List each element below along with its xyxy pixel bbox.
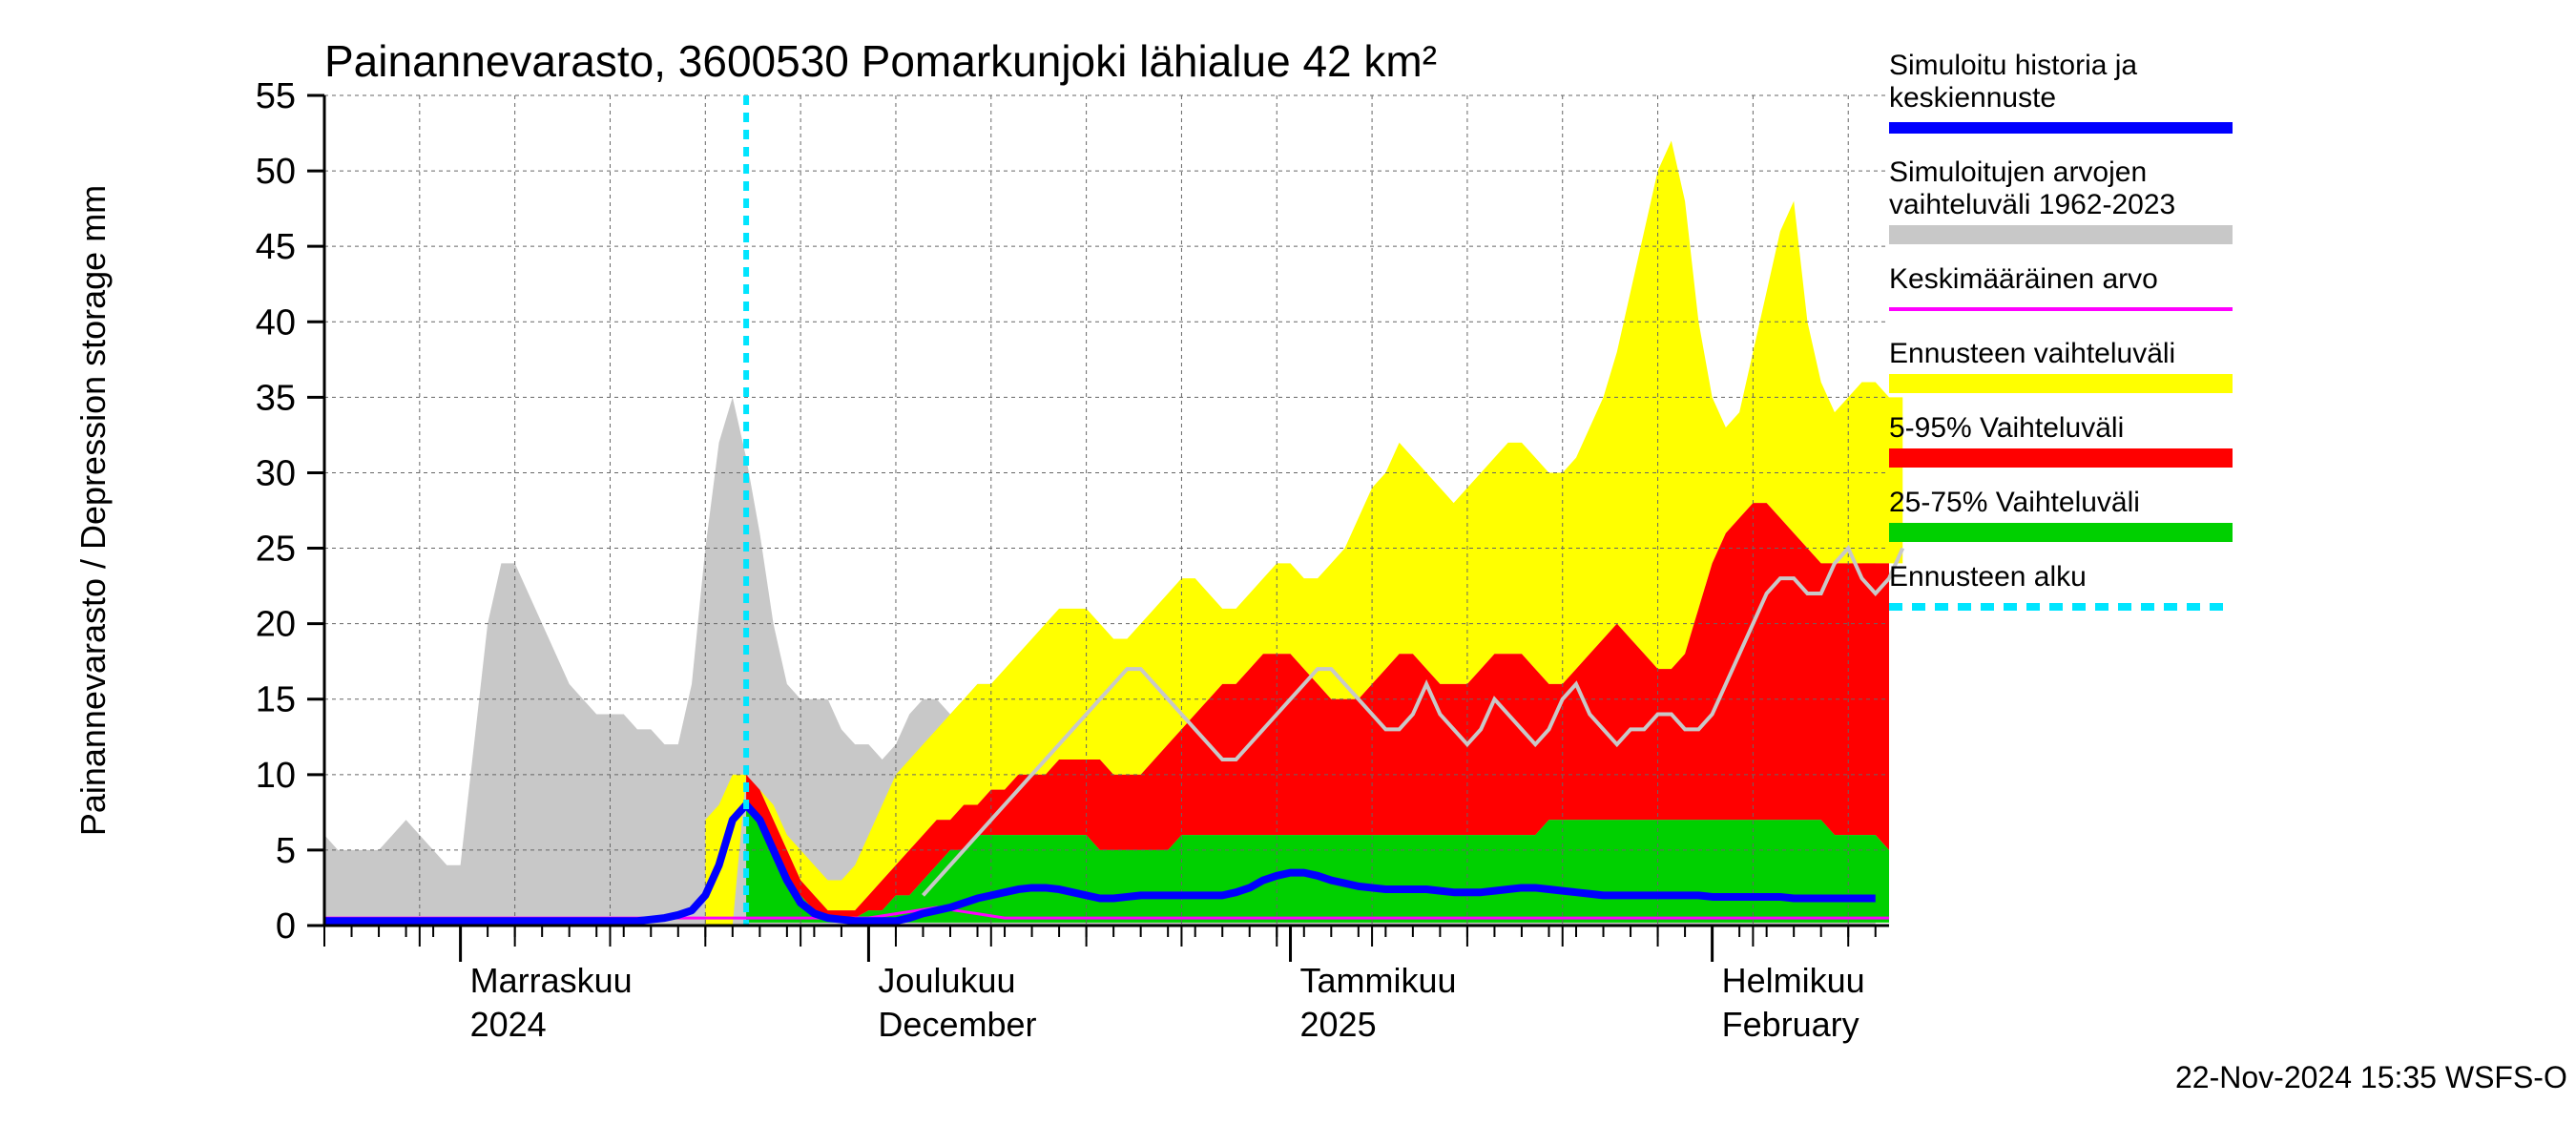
legend-swatch — [1889, 225, 2233, 244]
y-tick-label: 45 — [256, 227, 296, 267]
legend-label: Simuloitu historia ja — [1889, 50, 2137, 81]
legend-label: Simuloitujen arvojen — [1889, 156, 2147, 188]
chart-svg: 0510152025303540455055Marraskuu2024Joulu… — [0, 0, 2576, 1145]
legend-label: Keskimääräinen arvo — [1889, 263, 2158, 295]
y-tick-label: 50 — [256, 152, 296, 192]
x-tick-label: December — [878, 1005, 1036, 1044]
y-tick-label: 10 — [256, 756, 296, 796]
y-axis-label: Painannevarasto / Depression storage mm — [73, 185, 113, 836]
y-tick-label: 30 — [256, 453, 296, 493]
x-tick-label: 2024 — [470, 1005, 547, 1044]
x-tick-label: Helmikuu — [1722, 961, 1865, 1000]
y-tick-label: 40 — [256, 302, 296, 343]
y-tick-label: 5 — [276, 831, 296, 871]
legend-label: vaihteluväli 1962-2023 — [1889, 189, 2175, 220]
legend-label: Ennusteen vaihteluväli — [1889, 338, 2175, 369]
legend-label: keskiennuste — [1889, 82, 2056, 114]
y-tick-label: 55 — [256, 76, 296, 116]
legend-label: 25-75% Vaihteluväli — [1889, 487, 2140, 518]
legend-swatch — [1889, 448, 2233, 468]
chart-footer: 22-Nov-2024 15:35 WSFS-O — [2175, 1060, 2567, 1094]
y-tick-label: 35 — [256, 378, 296, 418]
chart-title: Painannevarasto, 3600530 Pomarkunjoki lä… — [324, 36, 1437, 86]
y-tick-label: 25 — [256, 530, 296, 570]
x-tick-label: Marraskuu — [470, 961, 633, 1000]
legend-swatch — [1889, 523, 2233, 542]
x-tick-label: Tammikuu — [1300, 961, 1457, 1000]
y-tick-label: 0 — [276, 906, 296, 947]
x-tick-label: Joulukuu — [878, 961, 1015, 1000]
legend-label: Ennusteen alku — [1889, 561, 2087, 593]
depression-storage-chart: 0510152025303540455055Marraskuu2024Joulu… — [0, 0, 2576, 1145]
legend-label: 5-95% Vaihteluväli — [1889, 412, 2124, 444]
y-tick-label: 20 — [256, 605, 296, 645]
x-tick-label: February — [1722, 1005, 1859, 1044]
x-tick-label: 2025 — [1300, 1005, 1377, 1044]
legend-swatch — [1889, 374, 2233, 393]
y-tick-label: 15 — [256, 680, 296, 720]
